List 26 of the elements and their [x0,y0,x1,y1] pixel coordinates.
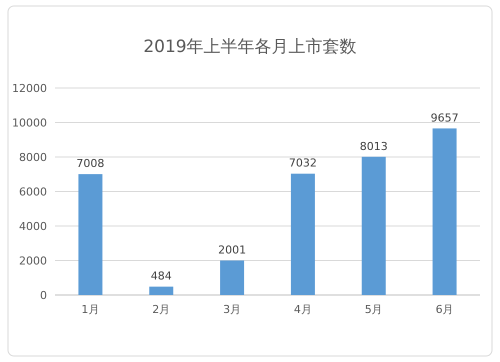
bar [78,174,102,295]
bar [432,128,457,295]
data-label: 7008 [76,157,104,170]
x-tick-label: 4月 [294,303,312,316]
x-tick-label: 1月 [81,303,100,316]
bar [149,286,174,295]
data-label: 9657 [430,111,459,124]
data-label: 484 [150,270,172,283]
data-label: 7032 [288,156,317,170]
data-label: 8013 [360,140,388,153]
x-tick-label: 5月 [364,303,383,316]
x-tick-label: 6月 [436,303,454,316]
y-tick-label: 12000 [12,82,47,95]
bar [290,174,315,295]
y-tick-label: 2000 [19,254,47,268]
chart-title: 2019年上半年各月上市套数 [143,37,357,57]
bar [362,156,386,295]
y-tick-label: 4000 [19,220,47,233]
y-tick-label: 6000 [19,186,47,198]
data-label: 2001 [218,243,246,256]
y-tick-label: 0 [40,289,47,302]
x-tick-label: 2月 [152,303,170,316]
y-tick-label: 8000 [19,151,47,164]
y-tick-label: 10000 [12,116,47,130]
bar [220,260,244,295]
x-tick-label: 3月 [223,303,242,316]
